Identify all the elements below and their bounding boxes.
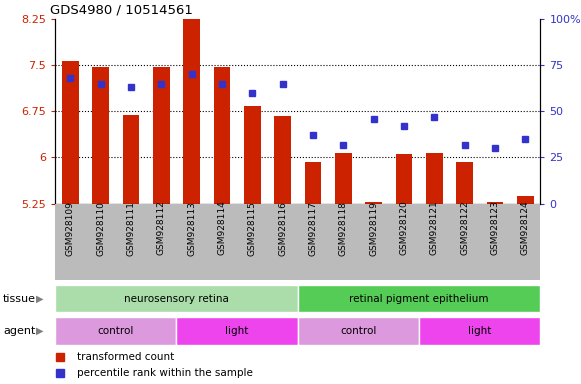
Bar	[274, 116, 291, 204]
Bar	[123, 115, 139, 204]
Bar	[456, 162, 473, 204]
Bar	[214, 67, 230, 204]
Text: light: light	[225, 326, 249, 336]
Bar	[55, 317, 177, 345]
Bar	[55, 285, 297, 313]
Text: percentile rank within the sample: percentile rank within the sample	[77, 368, 253, 378]
Bar	[517, 196, 533, 204]
Bar	[297, 285, 540, 313]
Text: agent: agent	[3, 326, 35, 336]
Bar	[297, 317, 419, 345]
Bar	[365, 202, 382, 204]
Text: retinal pigment epithelium: retinal pigment epithelium	[349, 293, 489, 304]
Text: ▶: ▶	[36, 293, 43, 304]
Bar	[183, 13, 200, 204]
Bar	[335, 152, 352, 204]
Bar	[92, 67, 109, 204]
Text: tissue: tissue	[3, 293, 36, 304]
Bar	[153, 67, 170, 204]
Text: neurosensory retina: neurosensory retina	[124, 293, 229, 304]
Bar	[62, 61, 78, 204]
Bar	[304, 162, 321, 204]
Text: ▶: ▶	[36, 326, 43, 336]
Bar	[244, 106, 261, 204]
Text: light: light	[468, 326, 492, 336]
Text: control: control	[98, 326, 134, 336]
Bar	[486, 202, 503, 204]
Text: GDS4980 / 10514561: GDS4980 / 10514561	[51, 3, 193, 17]
Text: transformed count: transformed count	[77, 352, 174, 362]
Bar	[419, 317, 540, 345]
Bar	[426, 153, 443, 204]
Bar	[396, 154, 413, 204]
Bar	[177, 317, 297, 345]
Text: control: control	[340, 326, 376, 336]
